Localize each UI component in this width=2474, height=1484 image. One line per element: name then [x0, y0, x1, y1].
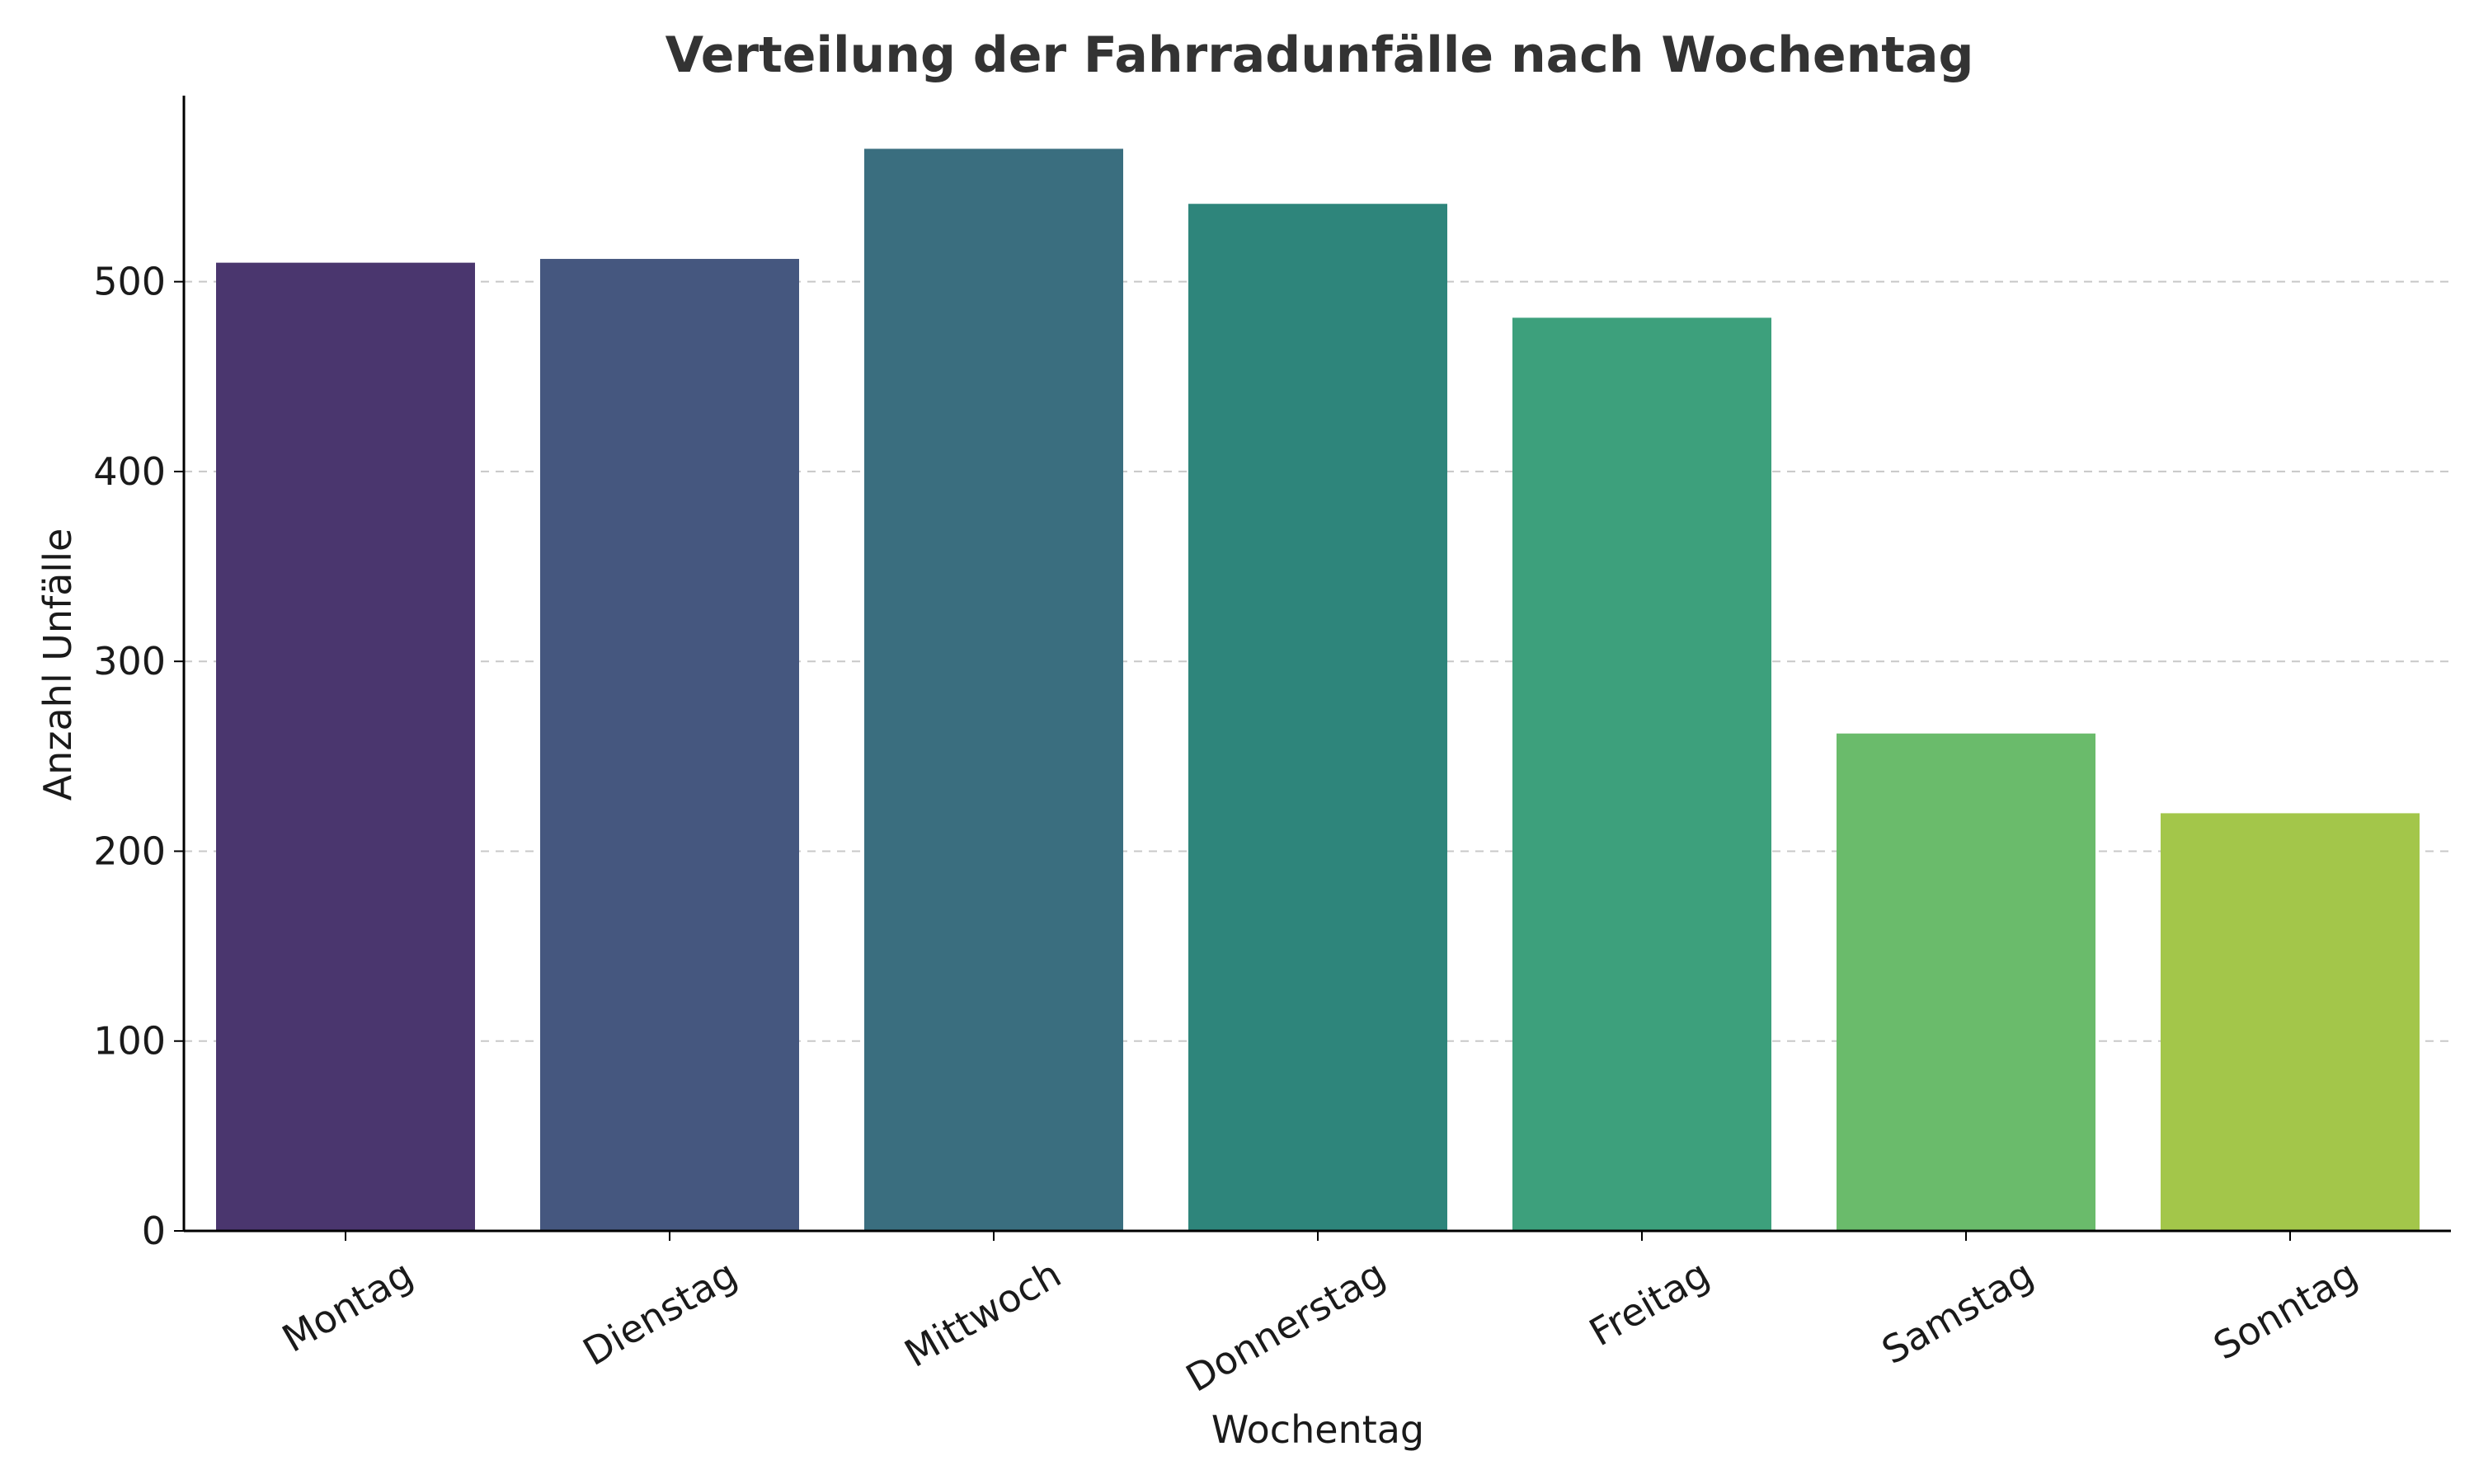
bar-sonntag [2161, 813, 2420, 1231]
x-tick-label: Samstag [1874, 1252, 2041, 1374]
bar-samstag [1837, 733, 2095, 1231]
y-axis: 0 100 200 300 400 500 [93, 96, 186, 1253]
x-tick-label: Donnerstag [1178, 1252, 1393, 1401]
bar-freitag [1512, 317, 1771, 1231]
bars [216, 148, 2420, 1232]
y-axis-label: Anzahl Unfälle [35, 528, 80, 801]
y-tick-label: 100 [93, 1019, 166, 1064]
bar-montag [216, 262, 475, 1231]
y-tick-label: 200 [93, 829, 166, 873]
chart-title: Verteilung der Fahrradunfälle nach Woche… [666, 26, 1974, 84]
bar-dienstag [540, 259, 799, 1232]
x-tick-label: Dienstag [576, 1252, 745, 1374]
y-tick-label: 300 [93, 639, 166, 683]
bar-donnerstag [1188, 204, 1447, 1232]
x-tick-label: Sonntag [2206, 1252, 2364, 1369]
x-tick-label: Mittwoch [897, 1252, 1069, 1376]
bar-mittwoch [864, 148, 1123, 1232]
y-tick-label: 400 [93, 449, 166, 494]
y-tick-label: 0 [142, 1209, 166, 1253]
x-tick-label: Freitag [1582, 1252, 1716, 1355]
x-axis-label: Wochentag [1211, 1407, 1424, 1452]
y-tick-label: 500 [93, 260, 166, 304]
x-axis: Montag Dienstag Mittwoch Donnerstag Freitag S… [184, 1229, 2451, 1401]
x-tick-label: Montag [275, 1252, 420, 1361]
